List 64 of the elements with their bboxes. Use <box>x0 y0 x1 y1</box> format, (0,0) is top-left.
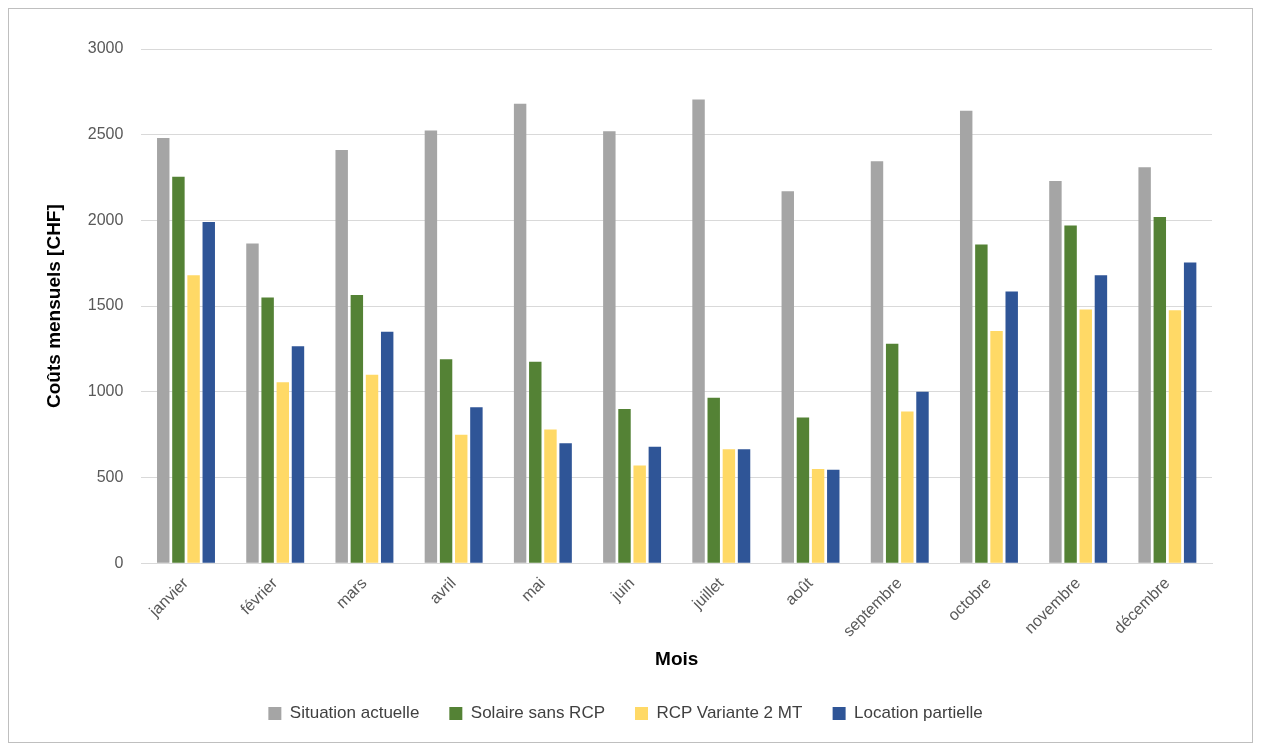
bar <box>1064 225 1077 563</box>
bar <box>975 244 988 563</box>
bar <box>633 465 646 563</box>
y-tick-label: 500 <box>96 467 124 485</box>
bar <box>901 411 914 563</box>
legend-label: Location partielle <box>854 703 983 723</box>
legend-label: RCP Variante 2 MT <box>656 703 803 723</box>
bar <box>559 443 572 563</box>
bar <box>202 222 215 563</box>
legend-label: Solaire sans RCP <box>470 703 605 723</box>
bar <box>1183 262 1197 563</box>
bar <box>335 150 348 563</box>
bar <box>187 275 200 563</box>
bar <box>246 243 259 563</box>
bar <box>380 331 394 563</box>
bar <box>648 446 662 563</box>
y-tick-label: 0 <box>114 553 124 571</box>
bar <box>1079 309 1092 563</box>
bar <box>439 359 453 563</box>
bar <box>603 131 616 563</box>
bar <box>707 397 720 563</box>
bar <box>1049 180 1062 563</box>
bar <box>291 346 305 563</box>
y-tick-label: 2500 <box>87 125 124 143</box>
y-axis-title: Coûts mensuels [CHF] <box>42 204 64 408</box>
bar <box>424 130 438 563</box>
legend-label: Situation actuelle <box>289 703 420 723</box>
bar <box>827 469 840 563</box>
bar <box>870 161 884 563</box>
bar <box>157 138 170 563</box>
bar <box>796 417 810 563</box>
bar <box>172 176 185 563</box>
bar <box>1094 275 1108 563</box>
bar <box>1138 167 1151 563</box>
bar <box>737 449 751 563</box>
x-tick-label: août <box>781 573 817 609</box>
bar <box>692 99 705 563</box>
bar <box>885 343 899 563</box>
x-axis-title: Mois <box>655 647 699 669</box>
bar <box>811 468 825 563</box>
bar <box>350 294 364 563</box>
y-tick-label: 1000 <box>87 382 124 400</box>
bar <box>276 382 290 563</box>
y-tick-label: 1500 <box>87 296 124 314</box>
y-tick-label: 3000 <box>87 39 124 57</box>
x-tick-label: juin <box>606 574 638 605</box>
bar <box>722 449 736 563</box>
bar <box>959 110 973 563</box>
bar <box>990 330 1003 563</box>
bar <box>261 297 274 563</box>
bar <box>1005 291 1018 563</box>
bar <box>618 408 631 563</box>
bar <box>544 429 557 563</box>
bar <box>513 103 527 563</box>
bar <box>1153 216 1167 563</box>
bar <box>455 434 468 563</box>
bar <box>1168 310 1182 563</box>
bar <box>529 361 542 563</box>
y-tick-label: 2000 <box>87 210 124 228</box>
bar <box>470 407 483 563</box>
bar <box>781 191 794 563</box>
bar <box>916 391 929 563</box>
x-tick-label: mai <box>517 574 549 605</box>
bar <box>365 374 379 563</box>
